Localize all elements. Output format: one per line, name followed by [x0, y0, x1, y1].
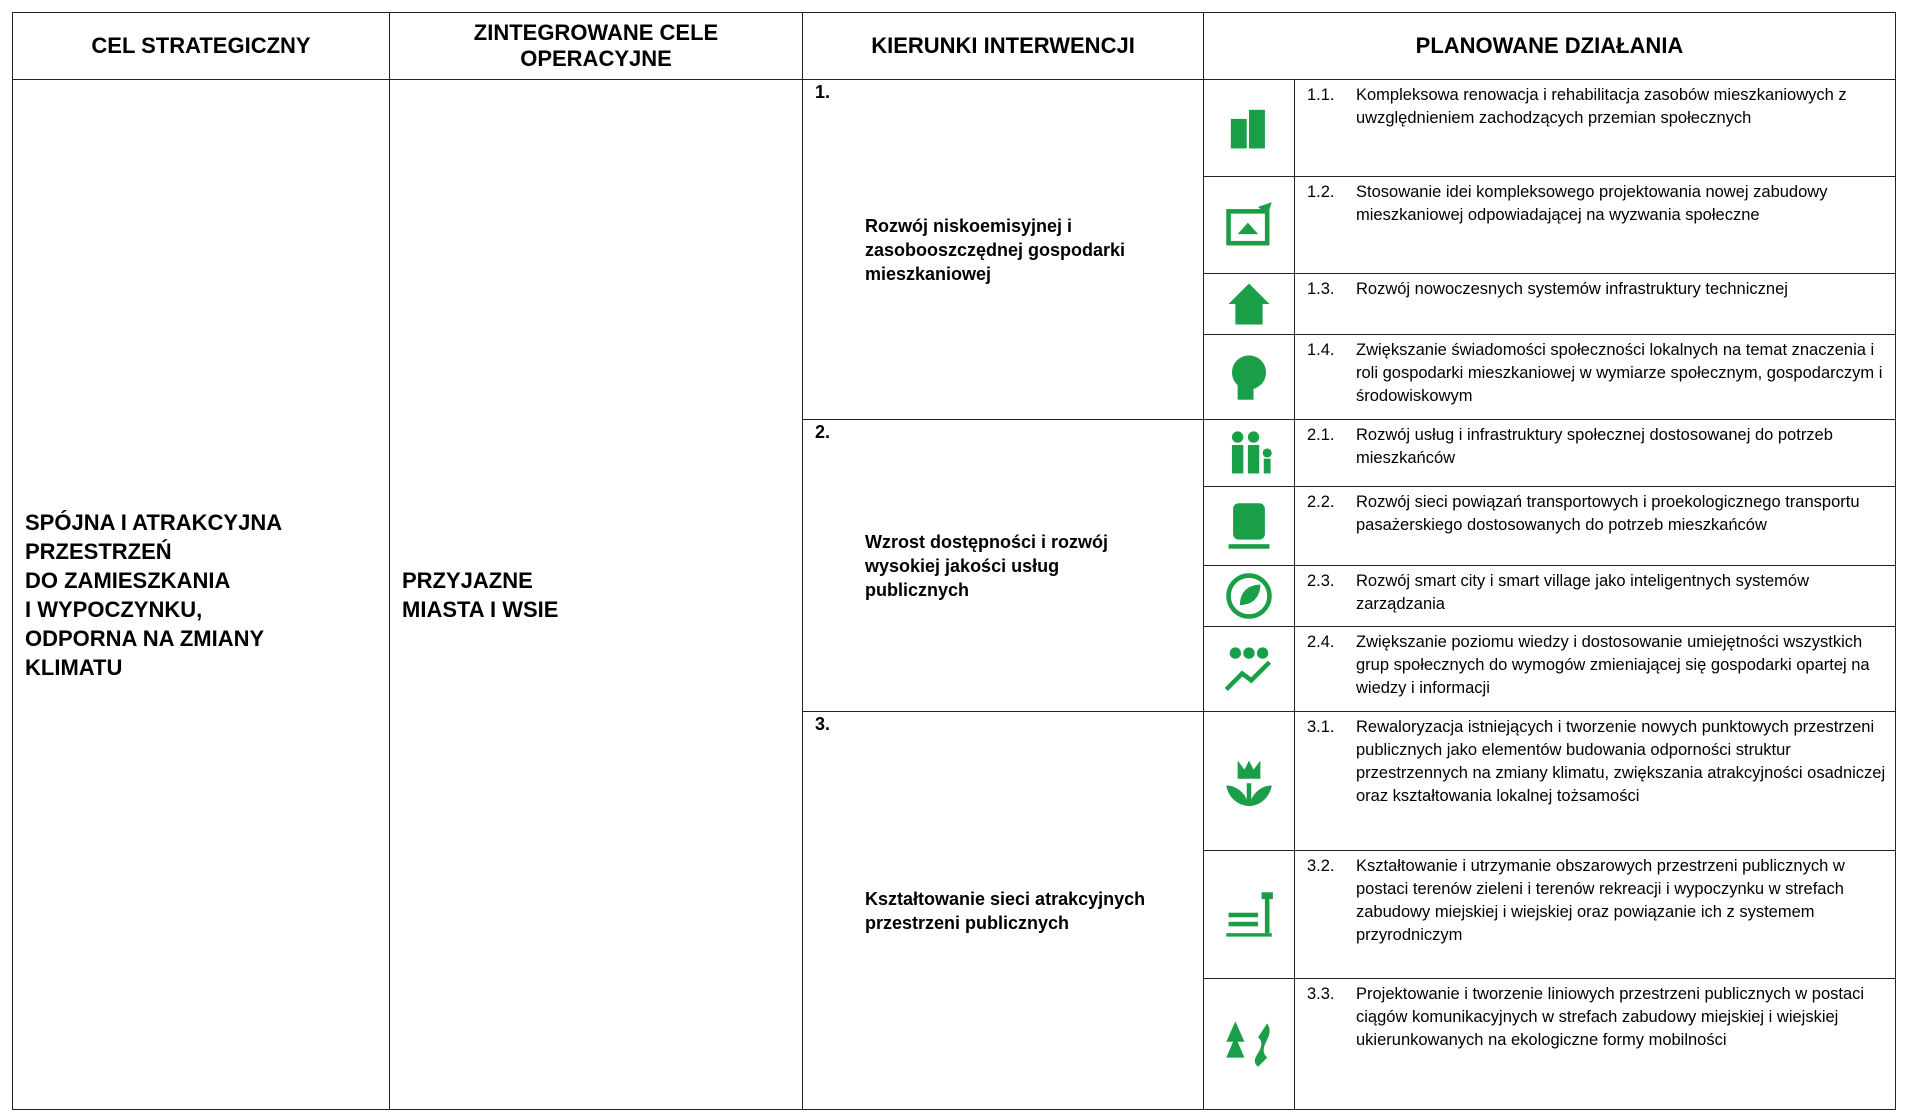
icon [1226, 202, 1272, 246]
direction-text: Wzrost dostępności i rozwój wysokiej jak… [865, 531, 1109, 600]
action-number: 2.3. [1307, 572, 1335, 590]
text-line: ODPORNA NA ZMIANY [25, 625, 265, 651]
action-cell: 1.2. Stosowanie idei kompleksowego projek… [1294, 176, 1896, 274]
header-cell: KIERUNKI INTERWENCJI [802, 12, 1204, 80]
text-line: DO ZAMIESZKANIA [25, 567, 231, 593]
header-cell: PLANOWANE DZIAŁANIA [1203, 12, 1896, 80]
direction-number: 2. [815, 422, 831, 442]
header-cell: ZINTEGROWANE CELE OPERACYJNE [389, 12, 803, 80]
action-icon [1203, 273, 1295, 335]
action-cell: 1.3. Rozwój nowoczesnych systemów infrast… [1294, 273, 1896, 335]
text-line: KLIMATU [25, 654, 123, 680]
action-number: 3.1. [1307, 718, 1335, 736]
direction-cell: 3. Kształtowanie sieci atrakcyjnych przes… [802, 711, 1204, 1110]
action-icon [1203, 419, 1295, 487]
direction-number: 1. [815, 82, 831, 102]
icon [1226, 1021, 1270, 1067]
text-line: MIASTA I WSIE [402, 596, 559, 622]
action-cell: 3.2. Kształtowanie i utrzymanie obszarowy… [1294, 850, 1896, 979]
header-text: PLANOWANE DZIAŁANIA [1415, 33, 1684, 58]
icon [1231, 355, 1267, 400]
action-cell: 2.1. Rozwój usług i infrastruktury społec… [1294, 419, 1896, 487]
operational-goal: PRZYJAZNE MIASTA I WSIE [389, 79, 803, 1110]
action-number: 2.2. [1307, 493, 1335, 511]
action-number: 2.4. [1307, 633, 1335, 651]
action-cell: 3.3. Projektowanie i tworzenie liniowych … [1294, 978, 1896, 1110]
action-number: 3.3. [1307, 985, 1335, 1003]
action-number: 1.4. [1307, 341, 1335, 359]
action-number: 1.3. [1307, 280, 1335, 298]
icon [1226, 891, 1273, 937]
header-text: CEL STRATEGICZNY [91, 33, 311, 58]
icon [1231, 431, 1272, 474]
action-text: Projektowanie i tworzenie liniowych prze… [1356, 985, 1865, 1049]
header-text: ZINTEGROWANE CELE OPERACYJNE [473, 20, 719, 71]
action-text: Rozwój smart city i smart village jako i… [1356, 572, 1809, 613]
icon [1228, 283, 1270, 325]
action-icon [1203, 711, 1295, 851]
header-cell: CEL STRATEGICZNY [12, 12, 390, 80]
icon [1226, 573, 1272, 619]
action-number: 3.2. [1307, 857, 1335, 875]
text-line: SPÓJNA I ATRAKCYJNA [25, 509, 283, 535]
action-cell: 1.1. Kompleksowa renowacja i rehabilitacj… [1294, 79, 1896, 177]
text-line: PRZESTRZEŃ [25, 538, 172, 564]
icon [1230, 109, 1265, 149]
action-text: Zwiększanie świadomości społeczności lok… [1356, 341, 1883, 405]
action-cell: 2.4. Zwiększanie poziomu wiedzy i dostoso… [1294, 626, 1896, 712]
direction-cell: 1. Rozwój niskoemisyjnej i zasobooszczędn… [802, 79, 1204, 420]
action-icon [1203, 334, 1295, 420]
text-line: PRZYJAZNE [402, 567, 533, 593]
icon [1226, 760, 1272, 806]
action-icon [1203, 176, 1295, 274]
action-icon [1203, 626, 1295, 712]
action-cell: 2.2. Rozwój sieci powiązań transportowych… [1294, 486, 1896, 566]
action-number: 1.1. [1307, 86, 1335, 104]
direction-text: Kształtowanie sieci atrakcyjnych przestr… [865, 888, 1146, 933]
action-cell: 1.4. Zwiększanie świadomości społeczności… [1294, 334, 1896, 420]
action-icon [1203, 850, 1295, 979]
action-text: Kształtowanie i utrzymanie obszarowych p… [1356, 857, 1845, 944]
header-text: KIERUNKI INTERWENCJI [871, 33, 1135, 58]
action-text: Rozwój usług i infrastruktury społecznej… [1356, 426, 1833, 467]
strategic-goal: SPÓJNA I ATRAKCYJNA PRZESTRZEŃ DO ZAMIESZK… [12, 79, 390, 1110]
icon [1224, 647, 1272, 692]
action-cell: 2.3. Rozwój smart city i smart village ja… [1294, 565, 1896, 627]
action-cell: 3.1. Rewaloryzacja istniejących i tworzen… [1294, 711, 1896, 851]
action-number: 1.2. [1307, 183, 1335, 201]
action-text: Rozwój sieci powiązań transportowych i p… [1356, 493, 1860, 534]
action-icon [1203, 486, 1295, 566]
action-number: 2.1. [1307, 426, 1335, 444]
direction-number: 3. [815, 714, 831, 734]
action-text: Kompleksowa renowacja i rehabilitacja za… [1356, 86, 1847, 127]
action-icon [1203, 79, 1295, 177]
action-text: Zwiększanie poziomu wiedzy i dostosowani… [1356, 633, 1870, 697]
action-icon [1203, 978, 1295, 1110]
text-line: I WYPOCZYNKU, [25, 596, 203, 622]
action-text: Rozwój nowoczesnych systemów infrastrukt… [1356, 280, 1788, 298]
direction-cell: 2. Wzrost dostępności i rozwój wysokiej j… [802, 419, 1204, 712]
action-text: Stosowanie idei kompleksowego projektowa… [1356, 183, 1828, 224]
icon [1228, 503, 1270, 549]
action-text: Rewaloryzacja istniejących i tworzenie n… [1356, 718, 1886, 805]
direction-text: Rozwój niskoemisyjnej i zasobooszczędnej… [865, 215, 1126, 284]
action-icon [1203, 565, 1295, 627]
